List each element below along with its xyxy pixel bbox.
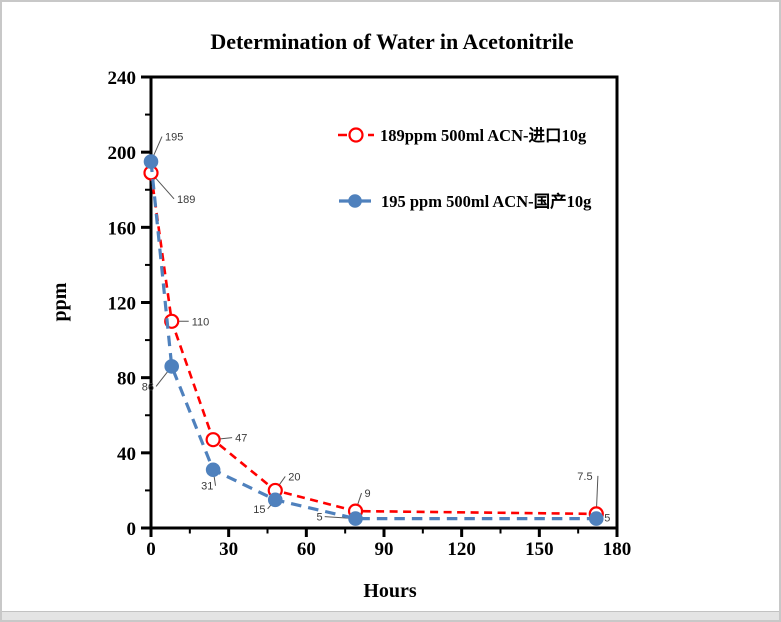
data-point-marker [267, 492, 283, 508]
x-axis-label: Hours [363, 580, 417, 602]
chart-title: Determination of Water in Acetonitrile [210, 29, 574, 54]
y-axis-tick-label: 200 [108, 143, 137, 164]
y-axis-tick-label: 0 [127, 519, 137, 540]
legend-label: 195 ppm 500ml ACN-国产10g [381, 191, 592, 211]
x-axis-tick-label: 90 [375, 539, 394, 560]
y-axis-tick-label: 80 [117, 369, 136, 390]
y-axis-tick-label: 240 [108, 68, 137, 89]
data-point-label: 86 [142, 381, 154, 393]
data-point-marker [205, 462, 221, 478]
data-point-marker [143, 154, 159, 169]
x-axis-tick-label: 150 [525, 539, 554, 560]
series-line [149, 161, 597, 521]
legend-point-marker [348, 194, 362, 208]
legend-entry: 195 ppm 500ml ACN-国产10g [339, 191, 592, 211]
legend-entry: 189ppm 500ml ACN-进口10g [338, 126, 587, 145]
data-point-label: 7.5 [577, 471, 592, 483]
data-point-label: 47 [235, 433, 247, 445]
axis-ticks: 0 30 60 90 120 150 180 0 40 80 120 160 200 240 [108, 68, 632, 560]
data-point-marker [205, 432, 221, 448]
window-bottom-strip [2, 611, 779, 620]
legend-point-marker [348, 127, 364, 143]
data-point-label: 189 [177, 194, 195, 206]
data-point-marker [348, 511, 363, 526]
x-axis-tick-label: 30 [219, 539, 238, 560]
legend-label: 189ppm 500ml ACN-进口10g [380, 126, 587, 145]
y-axis-label: ppm [49, 282, 71, 321]
data-point-marker [164, 359, 180, 374]
data-point-label: 15 [253, 504, 265, 516]
data-point-label: 110 [192, 316, 210, 328]
y-axis-tick-label: 40 [117, 444, 136, 465]
x-axis-tick-label: 120 [447, 539, 476, 560]
y-axis-tick-label: 160 [108, 218, 137, 239]
x-axis-tick-label: 60 [297, 539, 316, 560]
data-point-label: 9 [365, 488, 371, 500]
legend: 189ppm 500ml ACN-进口10g 195 ppm 500ml ACN-… [338, 126, 592, 211]
data-point-label: 20 [288, 471, 300, 483]
data-point-label: 195 [165, 132, 183, 144]
series-line [149, 172, 597, 516]
data-point-label: 5 [317, 512, 323, 524]
data-series: 189 110 47 20 9 7.5 195 86 31 15 5 5 [142, 132, 610, 526]
y-axis-tick-label: 120 [108, 294, 137, 315]
data-point-label: 5 [604, 513, 610, 525]
data-point-marker [588, 511, 604, 526]
data-point-label: 31 [201, 481, 213, 493]
x-axis-tick-label: 180 [603, 539, 632, 560]
x-axis-tick-label: 0 [146, 539, 156, 560]
series-1: 195 86 31 15 5 5 [142, 132, 610, 526]
